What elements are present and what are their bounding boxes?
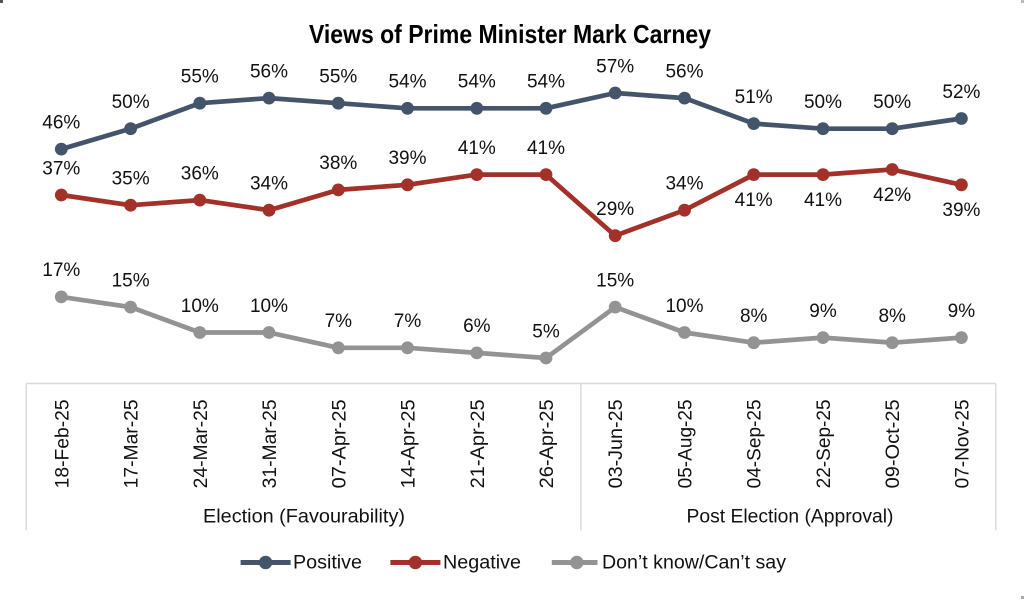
svg-text:10%: 10%	[665, 296, 703, 317]
svg-text:18-Feb-25: 18-Feb-25	[52, 399, 73, 488]
svg-text:36%: 36%	[181, 163, 219, 184]
svg-text:9%: 9%	[948, 301, 976, 322]
svg-text:50%: 50%	[112, 92, 150, 113]
svg-text:03-Jun-25: 03-Jun-25	[606, 399, 627, 488]
svg-text:5%: 5%	[532, 321, 560, 342]
svg-text:7%: 7%	[325, 311, 353, 332]
svg-text:09-Oct-25: 09-Oct-25	[883, 399, 904, 488]
svg-text:10%: 10%	[250, 296, 288, 317]
svg-text:39%: 39%	[942, 200, 980, 221]
svg-text:57%: 57%	[596, 56, 634, 77]
svg-text:Views of Prime Minister Mark C: Views of Prime Minister Mark Carney	[309, 19, 711, 49]
svg-text:14-Apr-25: 14-Apr-25	[399, 399, 420, 488]
svg-text:9%: 9%	[809, 301, 837, 322]
svg-text:8%: 8%	[740, 306, 768, 327]
svg-text:34%: 34%	[665, 174, 703, 195]
svg-text:07-Nov-25: 07-Nov-25	[952, 399, 973, 488]
svg-text:35%: 35%	[112, 169, 150, 190]
svg-text:22-Sep-25: 22-Sep-25	[814, 399, 835, 488]
svg-text:39%: 39%	[388, 148, 426, 169]
svg-text:6%: 6%	[463, 316, 491, 337]
svg-text:34%: 34%	[250, 174, 288, 195]
svg-text:56%: 56%	[665, 61, 703, 82]
svg-text:31-Mar-25: 31-Mar-25	[260, 399, 281, 488]
svg-text:05-Aug-25: 05-Aug-25	[676, 399, 697, 488]
svg-text:10%: 10%	[181, 296, 219, 317]
svg-text:17%: 17%	[42, 260, 80, 281]
svg-text:41%: 41%	[527, 138, 565, 159]
svg-text:55%: 55%	[319, 67, 357, 88]
svg-text:52%: 52%	[942, 82, 980, 103]
svg-text:26-Apr-25: 26-Apr-25	[537, 399, 558, 488]
svg-text:15%: 15%	[112, 270, 150, 291]
svg-text:17-Mar-25: 17-Mar-25	[122, 399, 143, 488]
svg-text:Election (Favourability): Election (Favourability)	[203, 507, 405, 528]
svg-text:Don’t know/Can’t say: Don’t know/Can’t say	[602, 553, 787, 574]
svg-text:50%: 50%	[804, 92, 842, 113]
svg-text:46%: 46%	[42, 112, 80, 133]
svg-text:51%: 51%	[735, 87, 773, 108]
svg-text:21-Apr-25: 21-Apr-25	[468, 399, 489, 488]
svg-text:8%: 8%	[878, 306, 906, 327]
svg-text:Positive: Positive	[293, 553, 362, 574]
svg-text:41%: 41%	[458, 138, 496, 159]
svg-text:Negative: Negative	[443, 553, 521, 574]
svg-text:54%: 54%	[388, 72, 426, 93]
svg-text:07-Apr-25: 07-Apr-25	[329, 399, 350, 488]
svg-text:41%: 41%	[804, 190, 842, 211]
svg-text:Post Election (Approval): Post Election (Approval)	[687, 507, 894, 528]
svg-text:50%: 50%	[873, 92, 911, 113]
svg-text:55%: 55%	[181, 67, 219, 88]
svg-text:54%: 54%	[458, 72, 496, 93]
svg-text:04-Sep-25: 04-Sep-25	[745, 399, 766, 488]
svg-text:15%: 15%	[596, 270, 634, 291]
svg-text:42%: 42%	[873, 185, 911, 206]
svg-text:24-Mar-25: 24-Mar-25	[191, 399, 212, 488]
svg-text:37%: 37%	[42, 158, 80, 179]
svg-text:38%: 38%	[319, 153, 357, 174]
svg-text:56%: 56%	[250, 61, 288, 82]
svg-text:41%: 41%	[735, 190, 773, 211]
svg-text:29%: 29%	[596, 199, 634, 220]
svg-text:54%: 54%	[527, 72, 565, 93]
svg-text:7%: 7%	[394, 311, 422, 332]
